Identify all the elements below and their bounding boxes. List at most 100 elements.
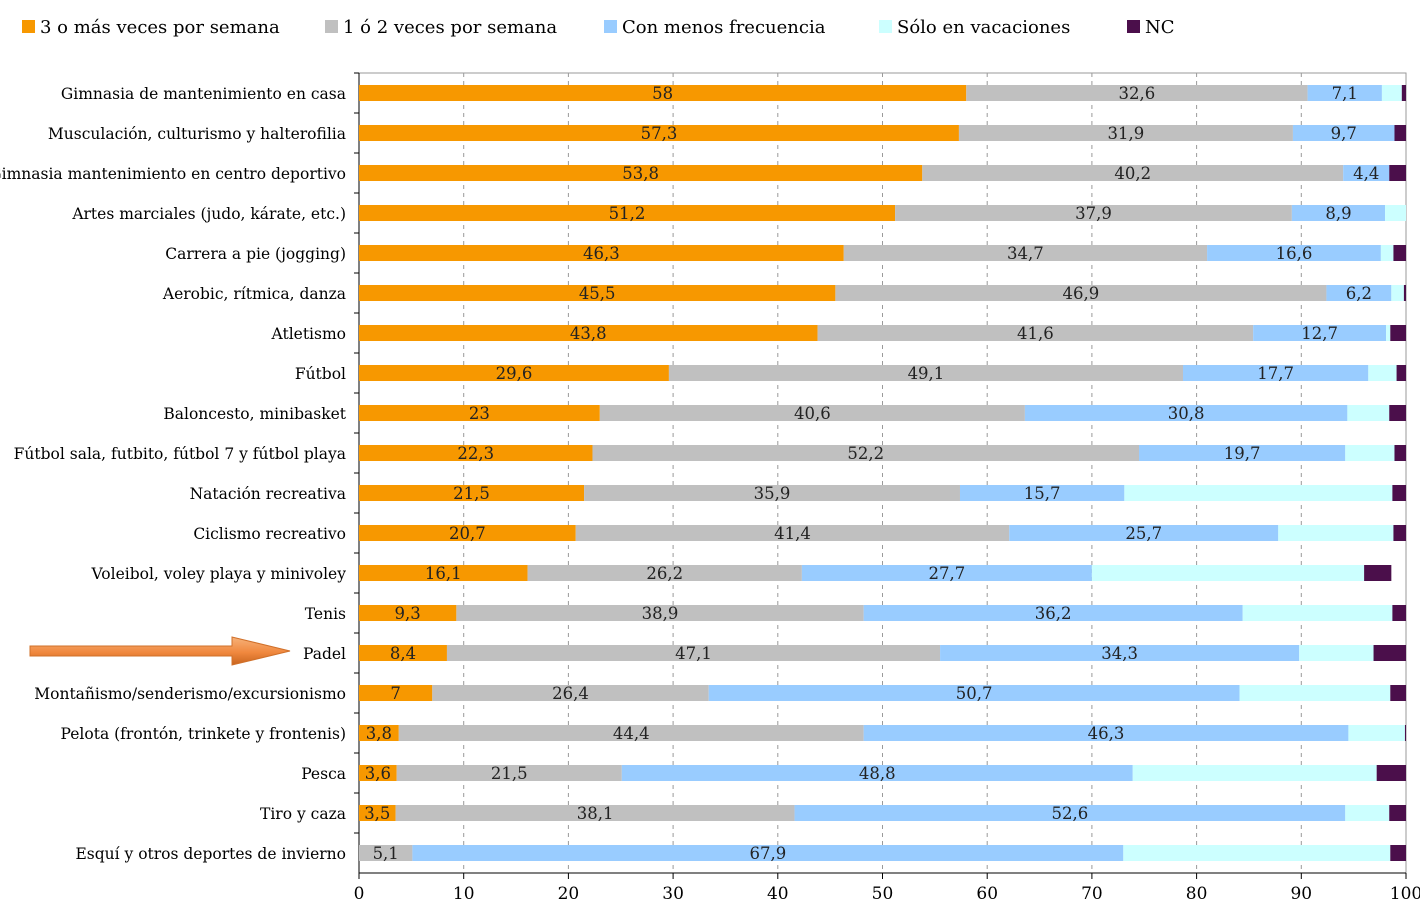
bar-segment	[1386, 325, 1391, 341]
category-label: Padel	[303, 645, 346, 663]
data-label: 27,7	[929, 564, 966, 583]
bar-segment	[1292, 125, 1395, 141]
data-label: 19,7	[1224, 444, 1261, 463]
data-label: 26,4	[552, 684, 589, 703]
bar-segment	[359, 245, 844, 261]
bar-segment	[835, 285, 1327, 301]
data-label: 5,1	[373, 844, 399, 863]
data-label: 4,4	[1353, 164, 1379, 183]
bar-segment	[359, 125, 959, 141]
bar-segment	[359, 165, 923, 181]
data-label: 52,6	[1052, 804, 1089, 823]
bar-segment	[1389, 805, 1406, 821]
x-tick-label: 80	[1186, 884, 1208, 904]
data-label: 46,9	[1063, 284, 1100, 303]
category-label: Ciclismo recreativo	[193, 525, 346, 543]
bar-segment	[1390, 325, 1406, 341]
data-label: 43,8	[570, 324, 607, 343]
category-label: Natación recreativa	[190, 485, 346, 503]
bar-segment	[446, 645, 941, 661]
data-label: 3,8	[366, 724, 392, 743]
data-label: 47,1	[675, 644, 712, 663]
bar-segment	[1124, 485, 1393, 501]
bar-segment	[1381, 85, 1402, 101]
data-label: 25,7	[1125, 524, 1162, 543]
bar-segment	[1391, 285, 1404, 301]
bar-segment	[575, 525, 1010, 541]
bar-segment	[1392, 485, 1406, 501]
bar-segment	[1253, 325, 1387, 341]
data-label: 23	[469, 404, 490, 423]
bar-segment	[1396, 365, 1406, 381]
data-label: 37,9	[1075, 204, 1112, 223]
bar-segment	[359, 805, 396, 821]
data-label: 30,8	[1168, 404, 1205, 423]
data-label: 20,7	[449, 524, 486, 543]
category-label: Gimnasia mantenimiento en centro deporti…	[0, 165, 346, 183]
data-label: 8,9	[1325, 204, 1351, 223]
data-label: 9,3	[395, 604, 421, 623]
x-tick-label: 50	[872, 884, 894, 904]
bar-segment	[1380, 245, 1394, 261]
data-label: 44,4	[613, 724, 650, 743]
bar-segment	[1394, 445, 1406, 461]
category-label: Artes marciales (judo, kárate, etc.)	[71, 205, 346, 223]
bar-segment	[412, 845, 1124, 861]
bar-segment	[1348, 725, 1405, 741]
bar-segment	[1343, 165, 1390, 181]
bar-segment	[359, 645, 447, 661]
bar-segment	[359, 365, 669, 381]
data-label: 38,9	[642, 604, 679, 623]
bar-segment	[432, 685, 709, 701]
data-label: 17,7	[1257, 364, 1294, 383]
bar-segment	[959, 485, 1125, 501]
bar-segment	[395, 805, 795, 821]
data-label: 49,1	[908, 364, 945, 383]
legend-label: NC	[1145, 17, 1175, 38]
bar-segment	[621, 765, 1133, 781]
bar-segment	[584, 485, 960, 501]
category-label: Atletismo	[271, 325, 346, 343]
bar-segment	[863, 605, 1243, 621]
bar-segment	[1394, 125, 1406, 141]
bar-segment	[1307, 85, 1382, 101]
legend-swatch	[325, 20, 338, 33]
x-tick-label: 20	[558, 884, 580, 904]
bar-segment	[359, 325, 818, 341]
data-label: 67,9	[749, 844, 786, 863]
legend-swatch	[879, 20, 892, 33]
bar-segment	[922, 165, 1344, 181]
bar-segment	[359, 485, 585, 501]
data-label: 46,3	[1088, 724, 1125, 743]
data-label: 35,9	[754, 484, 791, 503]
data-label: 58	[652, 84, 673, 103]
bar-segment	[668, 365, 1183, 381]
bar-segment	[1278, 525, 1394, 541]
bar-segment	[843, 245, 1208, 261]
data-label: 40,2	[1114, 164, 1151, 183]
x-tick-label: 100	[1390, 884, 1420, 904]
data-label: 8,4	[390, 644, 416, 663]
category-label: Pesca	[301, 765, 346, 783]
bar-segment	[1390, 685, 1406, 701]
category-label: Carrera a pie (jogging)	[165, 245, 346, 263]
bar-segment	[1291, 205, 1386, 221]
bar-segment	[863, 725, 1349, 741]
x-tick-label: 60	[976, 884, 998, 904]
bar-segment	[1207, 245, 1381, 261]
bar-segment	[1401, 85, 1406, 101]
data-label: 15,7	[1024, 484, 1061, 503]
bar-segment	[1091, 565, 1365, 581]
bar-segment	[456, 605, 864, 621]
legend-swatch	[604, 20, 617, 33]
bar-segment	[1376, 765, 1406, 781]
x-tick-label: 0	[354, 884, 365, 904]
data-label: 41,6	[1017, 324, 1054, 343]
data-label: 34,3	[1101, 644, 1138, 663]
category-label: Pelota (frontón, trinkete y frontenis)	[61, 725, 346, 743]
bar-segment	[1242, 605, 1393, 621]
bar-segment	[592, 445, 1140, 461]
bar-segment	[895, 205, 1292, 221]
bar-segment	[1368, 365, 1397, 381]
data-label: 50,7	[956, 684, 993, 703]
